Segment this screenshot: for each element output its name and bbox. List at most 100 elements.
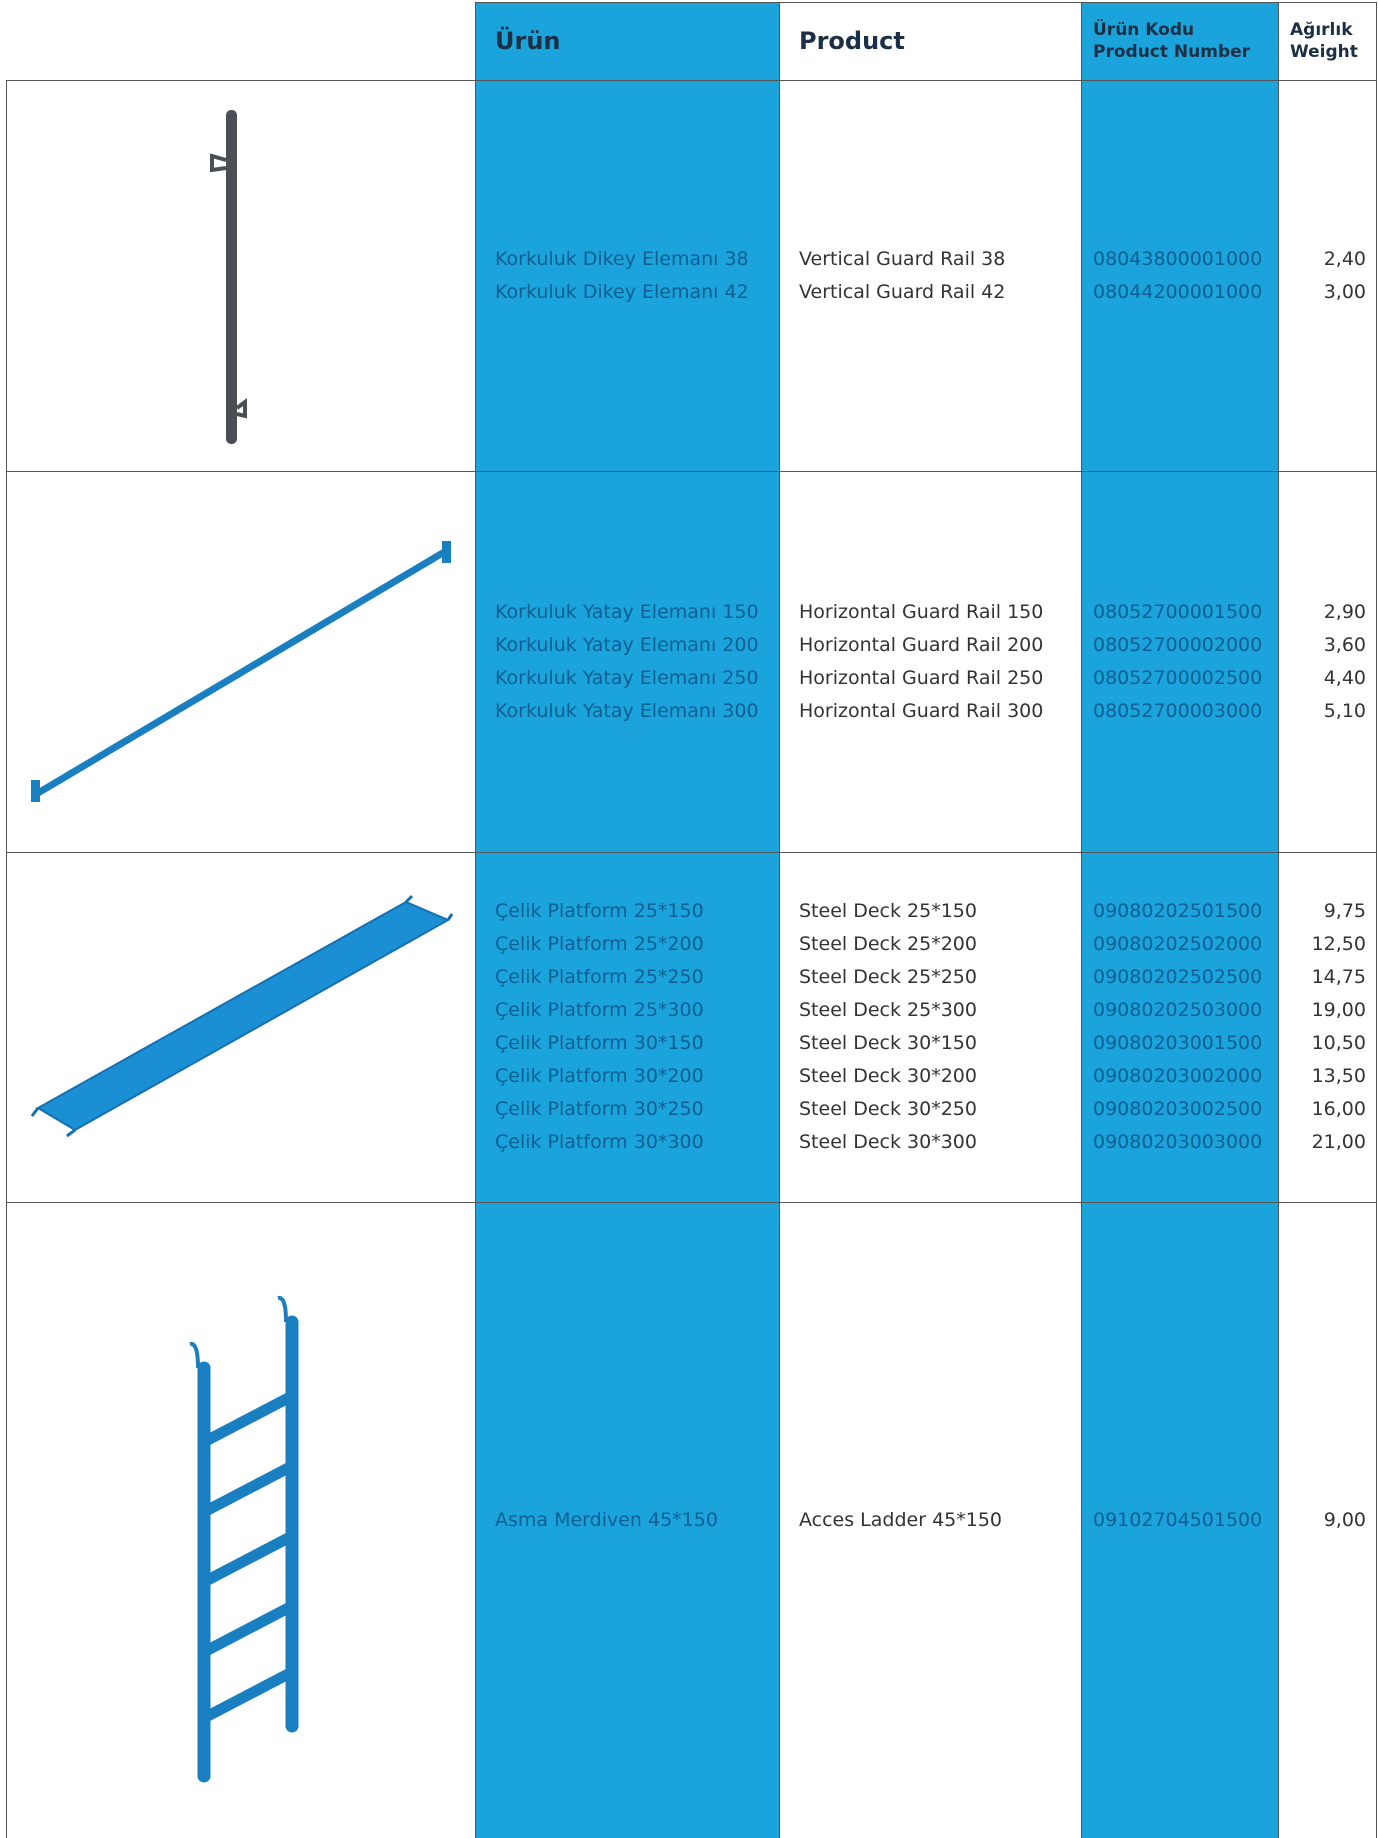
border [6,852,1376,853]
cell-text: Steel Deck 30*150 [799,1032,977,1054]
cell-text: 10,50 [1311,1032,1366,1054]
cell-text: 16,00 [1311,1098,1366,1120]
steel-deck-image [30,894,454,1138]
cell-text: 09080202501500 [1093,900,1263,922]
cell-text: 9,75 [1323,900,1366,922]
body-cell: 2,90 3,60 4,40 5,10 [1278,471,1376,852]
cell-text: Acces Ladder 45*150 [799,1508,1003,1531]
cell-text: 09080202503000 [1093,999,1263,1021]
cell-text: Çelik Platform 25*300 [495,999,704,1021]
border [6,80,7,1838]
cell-text: Horizontal Guard Rail 300 [799,699,1044,722]
cell-text: 08052700002500 [1093,666,1263,689]
cell-text: 08052700003000 [1093,699,1263,722]
body-cell: 08052700001500 08052700002000 080527000025… [1081,471,1278,852]
cell-text: Product Number [1093,42,1251,62]
cell-text: 09080203001500 [1093,1032,1263,1054]
body-cell: Acces Ladder 45*150 [779,1202,1081,1838]
body-cell: Steel Deck 25*150 Steel Deck 25*200 Steel … [779,852,1081,1202]
body-cell: 09102704501500 [1081,1202,1278,1838]
cell-text: 3,60 [1323,633,1366,656]
border [779,2,780,1838]
cell-text: Horizontal Guard Rail 200 [799,633,1044,656]
cell-text: 12,50 [1311,933,1366,955]
body-cell: Korkuluk Dikey Elemanı 38 Korkuluk Dikey … [475,80,779,471]
header-cell: Ağırlık Weight [1278,2,1376,80]
border [1376,2,1377,1838]
cell-text: Çelik Platform 25*250 [495,966,704,988]
cell-text: Weight [1290,42,1358,62]
cell-text: 09080203002000 [1093,1065,1263,1087]
cell-text: Çelik Platform 30*250 [495,1098,704,1120]
cell-text: 4,40 [1323,666,1366,689]
cell-text: Çelik Platform 30*150 [495,1032,704,1054]
cell-text: Korkuluk Dikey Elemanı 42 [495,280,749,303]
cell-text: Steel Deck 25*300 [799,999,977,1021]
cell-text: Çelik Platform 30*200 [495,1065,704,1087]
cell-text: Vertical Guard Rail 42 [799,280,1006,303]
body-cell: 9,75 12,50 14,75 19,00 10,50 13,50 16,00 21,00 [1278,852,1376,1202]
illustrations [30,110,454,1783]
body-cell: 09080202501500 09080202502000 090802025025… [1081,852,1278,1202]
ladder-image [189,1295,299,1783]
cell-text: Çelik Platform 25*200 [495,933,704,955]
border [1081,2,1082,1838]
body-cell: Korkuluk Yatay Elemanı 150 Korkuluk Yatay… [475,471,779,852]
body-cell: 9,00 [1278,1202,1376,1838]
cell-text: Korkuluk Yatay Elemanı 300 [495,699,759,722]
body-cell: Çelik Platform 25*150 Çelik Platform 25*2… [475,852,779,1202]
border [1278,2,1279,1838]
body-cell: Vertical Guard Rail 38 Vertical Guard Rai… [779,80,1081,471]
cell-text: Steel Deck 30*250 [799,1098,977,1120]
cell-text: 5,10 [1323,699,1366,722]
cell-text: Ürün Kodu [1093,20,1195,40]
cell-text: Vertical Guard Rail 38 [799,247,1006,270]
cell-text: 13,50 [1311,1065,1366,1087]
cell-text: 08052700001500 [1093,600,1263,623]
border [475,2,476,1838]
cell-text: Asma Merdiven 45*150 [495,1508,718,1531]
cell-text: Korkuluk Dikey Elemanı 38 [495,247,749,270]
vertical-rail-image [210,110,247,444]
header-cell: Ürün [475,2,779,80]
cell-text: Horizontal Guard Rail 150 [799,600,1044,623]
cell-text: 08044200001000 [1093,280,1263,303]
body-cell: 08043800001000 08044200001000 [1081,80,1278,471]
cell-text: Ürün [495,26,561,55]
cell-text: Steel Deck 30*200 [799,1065,977,1087]
cell-text: 9,00 [1323,1508,1366,1531]
cell-text: Steel Deck 25*150 [799,900,977,922]
cell-text: Steel Deck 25*200 [799,933,977,955]
cell-text: 21,00 [1311,1131,1366,1153]
horizontal-rail-image [31,541,451,802]
cell-text: 2,90 [1323,600,1366,623]
body-cell: Horizontal Guard Rail 150 Horizontal Guar… [779,471,1081,852]
cell-text: Korkuluk Yatay Elemanı 200 [495,633,759,656]
border [6,471,1376,472]
cell-text: 19,00 [1311,999,1366,1021]
cell-text: 08043800001000 [1093,247,1263,270]
cell-text: 09102704501500 [1093,1508,1263,1531]
border [6,1202,1376,1203]
header-cell: Product [779,2,1081,80]
cell-text: Çelik Platform 30*300 [495,1131,704,1153]
cell-text: Horizontal Guard Rail 250 [799,666,1044,689]
cell-text: 3,00 [1323,280,1366,303]
body-cell: 2,40 3,00 [1278,80,1376,471]
cell-text: 14,75 [1311,966,1366,988]
cell-text: 09080203003000 [1093,1131,1263,1153]
cell-text: Ağırlık [1290,20,1353,40]
cell-text: 09080203002500 [1093,1098,1263,1120]
border [475,2,1376,3]
cell-text: Korkuluk Yatay Elemanı 250 [495,666,759,689]
cell-text: 2,40 [1323,247,1366,270]
cell-text: 08052700002000 [1093,633,1263,656]
body-cell: Asma Merdiven 45*150 [475,1202,779,1838]
cell-text: Steel Deck 30*300 [799,1131,977,1153]
cell-text: Korkuluk Yatay Elemanı 150 [495,600,759,623]
cell-text: Çelik Platform 25*150 [495,900,704,922]
cell-text: 09080202502500 [1093,966,1263,988]
header-cell: Ürün Kodu Product Number [1081,2,1278,80]
cell-text: Product [799,26,905,55]
